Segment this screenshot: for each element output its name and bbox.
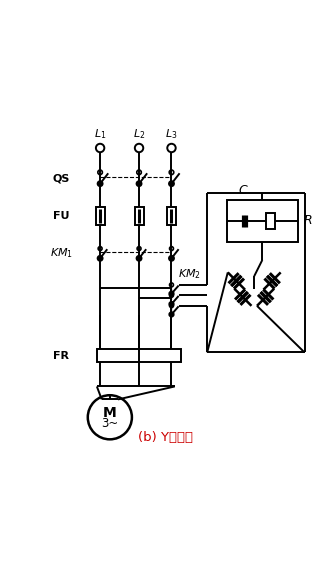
Bar bbox=[97, 349, 181, 362]
Circle shape bbox=[98, 181, 103, 186]
Circle shape bbox=[169, 256, 174, 261]
Text: $L_1$: $L_1$ bbox=[94, 127, 106, 141]
Bar bbox=[96, 207, 105, 225]
Bar bbox=[266, 213, 275, 229]
Text: $KM_2$: $KM_2$ bbox=[178, 267, 201, 281]
Text: $KM_1$: $KM_1$ bbox=[50, 247, 73, 260]
Circle shape bbox=[169, 181, 174, 186]
Text: $L_3$: $L_3$ bbox=[165, 127, 178, 141]
Text: FR: FR bbox=[53, 351, 69, 361]
Bar bbox=[227, 200, 298, 242]
Text: $C$: $C$ bbox=[238, 185, 248, 197]
Circle shape bbox=[169, 302, 174, 306]
Text: 3~: 3~ bbox=[101, 417, 118, 430]
Text: M: M bbox=[103, 406, 117, 420]
Circle shape bbox=[98, 256, 103, 261]
Circle shape bbox=[136, 256, 142, 261]
Text: $L_2$: $L_2$ bbox=[133, 127, 145, 141]
Bar bbox=[167, 207, 176, 225]
Text: (b) Y形接法: (b) Y形接法 bbox=[138, 431, 192, 444]
Text: FU: FU bbox=[53, 211, 69, 221]
Text: QS: QS bbox=[52, 174, 70, 184]
Circle shape bbox=[169, 292, 174, 296]
Circle shape bbox=[169, 312, 174, 317]
Text: $R$: $R$ bbox=[303, 214, 313, 228]
Bar bbox=[135, 207, 144, 225]
Circle shape bbox=[136, 181, 142, 186]
